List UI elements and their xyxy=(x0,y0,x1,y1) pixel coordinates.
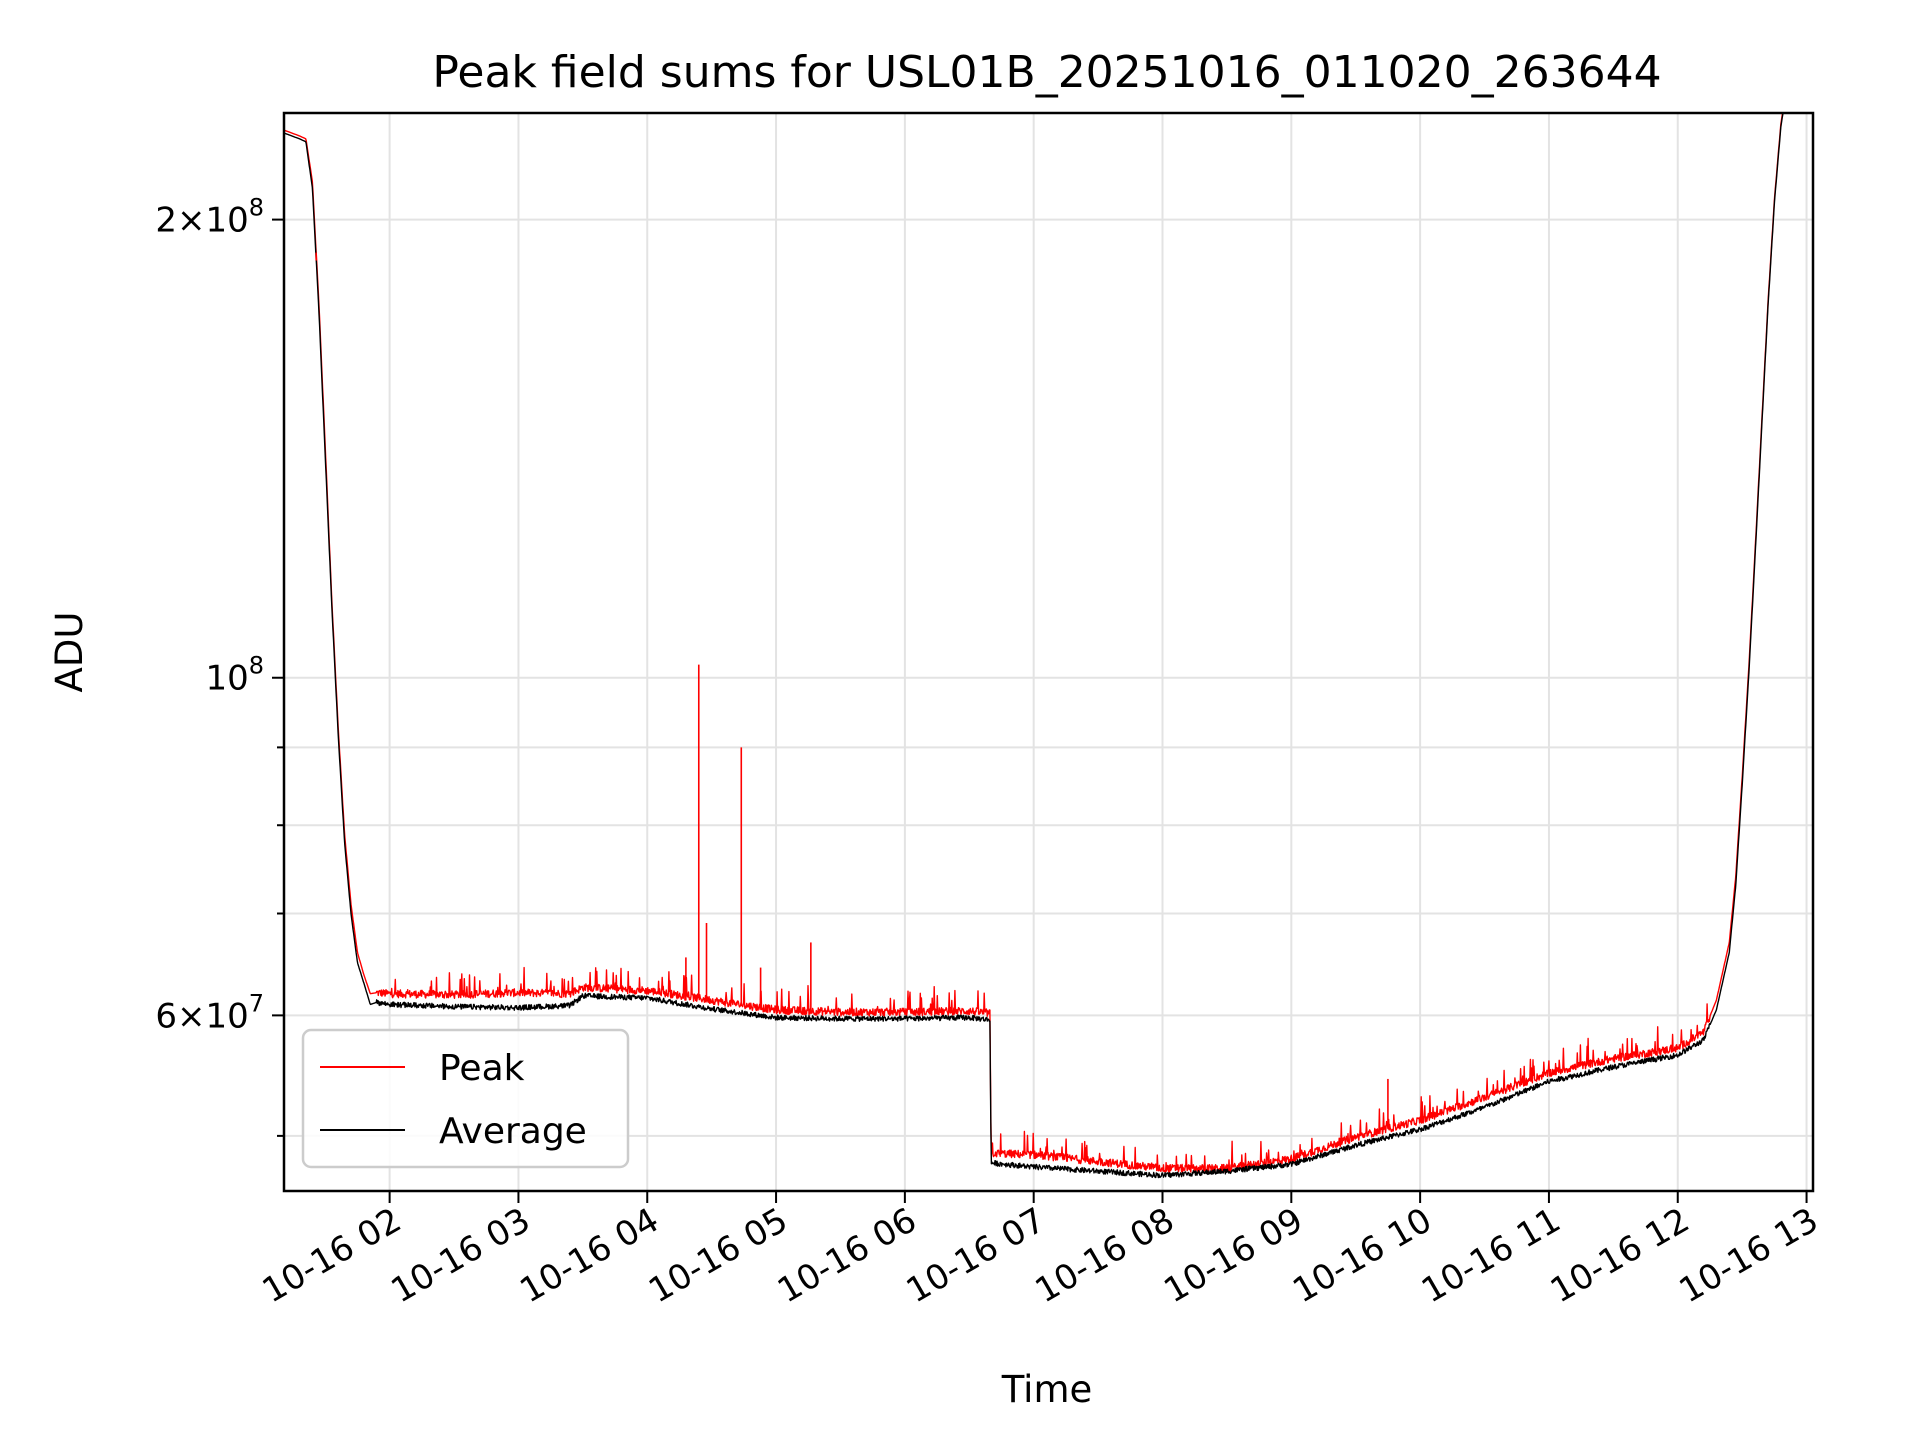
legend-box xyxy=(301,1028,630,1169)
plot-frame xyxy=(282,111,1815,1193)
legend-average-label: Average xyxy=(439,1111,587,1152)
y-tick-label: 2×108 xyxy=(155,194,264,241)
legend-peak-label: Peak xyxy=(439,1048,525,1089)
plot-area xyxy=(284,113,1784,1179)
y-tick-label: 108 xyxy=(205,652,264,699)
legend: Peak Average xyxy=(301,1028,630,1169)
series-line-peak xyxy=(284,113,1784,1174)
x-axis-label: Time xyxy=(1001,1368,1093,1411)
chart-title: Peak field sums for USL01B_20251016_0110… xyxy=(432,47,1661,98)
y-tick-label: 6×107 xyxy=(155,989,264,1036)
y-axis-label: ADU xyxy=(48,612,91,693)
series-line-average xyxy=(284,113,1784,1179)
grid xyxy=(284,113,1813,1191)
